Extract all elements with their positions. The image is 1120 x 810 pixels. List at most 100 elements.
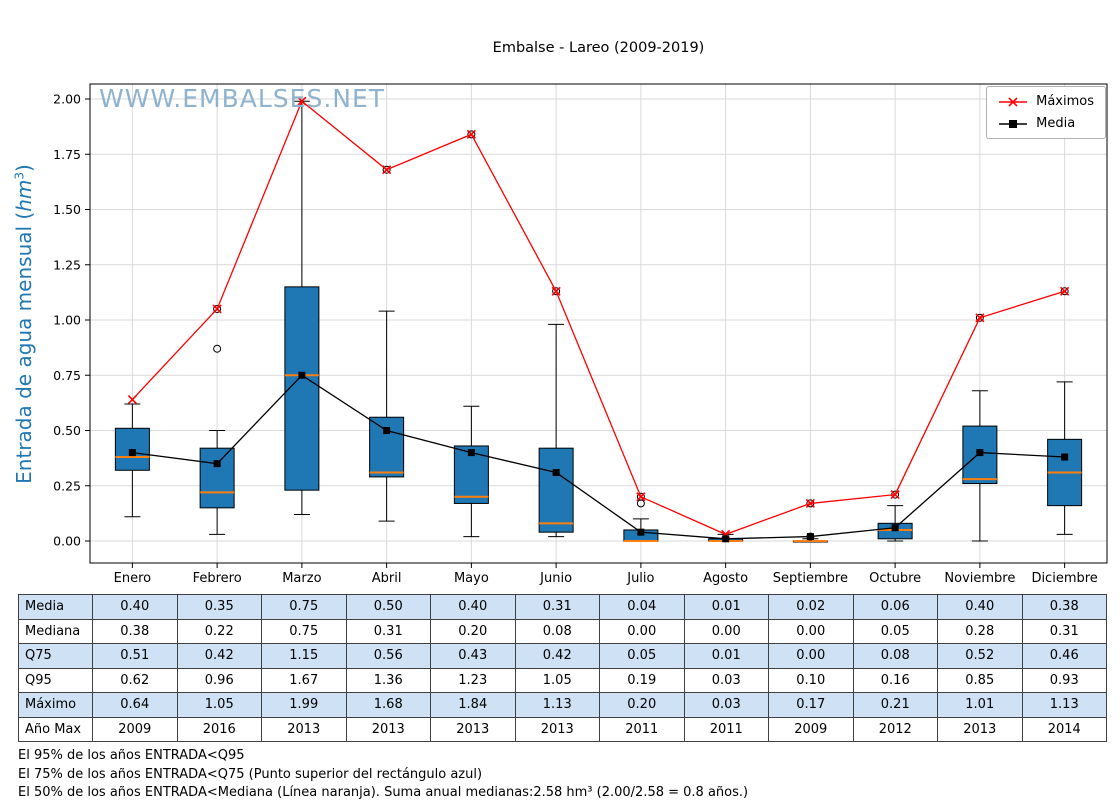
table-cell: 0.08	[514, 618, 600, 644]
table-cell: 2011	[599, 716, 685, 742]
table-cell: 0.08	[852, 643, 938, 669]
x-tick-label: Febrero	[193, 571, 242, 586]
table-row-label: Q95	[18, 667, 93, 693]
table-cell: 0.20	[430, 618, 516, 644]
boxplot-chart: 0.00 0.25 0.50 0.75 1.00 1.25 1.50 1.75 2.00 Ener…	[53, 83, 1108, 586]
table-cell: 0.05	[599, 643, 685, 669]
table-cell: 0.06	[852, 594, 938, 620]
table-row: Mediana 0.38 0.22 0.75 0.31 0.20 0.08 0.00 0.00 0…	[18, 618, 1107, 644]
table-cell: 2013	[261, 716, 347, 742]
table-row-label: Año Max	[18, 716, 93, 742]
y-tick-label: 2.00	[53, 92, 81, 107]
outlier-point	[552, 287, 561, 296]
table-cell: 2016	[176, 716, 262, 742]
media-marker	[1061, 453, 1069, 461]
y-tick-label: 0.25	[53, 478, 81, 493]
table-row-label: Media	[18, 594, 93, 620]
outlier-point	[975, 313, 984, 322]
x-tick-label: Junio	[539, 571, 572, 586]
table-cell: 0.93	[1021, 667, 1107, 693]
table-cell: 2009	[768, 716, 854, 742]
table-cell: 1.68	[345, 692, 431, 718]
x-tick-label: Diciembre	[1031, 571, 1097, 586]
outlier-point	[467, 130, 476, 139]
footnote-q75: El 75% de los años ENTRADA<Q75 (Punto su…	[18, 766, 483, 782]
table-cell: 1.67	[261, 667, 347, 693]
table-cell: 0.42	[176, 643, 262, 669]
table-cell: 2013	[345, 716, 431, 742]
table-cell: 1.84	[430, 692, 516, 718]
table-cell: 0.16	[852, 667, 938, 693]
maximos-marker	[466, 129, 476, 139]
table-row: Máximo 0.64 1.05 1.99 1.68 1.84 1.13 0.20 0.03 0.…	[18, 692, 1107, 718]
media-marker	[976, 449, 984, 457]
y-axis-label: Entrada de agua mensual (hm3)	[12, 164, 36, 484]
legend-label-maximos: Máximos	[1036, 94, 1094, 109]
chart-title: Embalse - Lareo (2009-2019)	[492, 40, 705, 56]
media-marker	[552, 468, 560, 476]
table-cell: 0.40	[937, 594, 1023, 620]
x-tick-label: Marzo	[282, 571, 321, 586]
table-cell: 1.23	[430, 667, 516, 693]
table-row: Media 0.40 0.35 0.75 0.50 0.40 0.31 0.04 0.01 0.0…	[18, 594, 1107, 620]
y-tick-label: 1.00	[53, 313, 81, 328]
media-marker	[891, 524, 899, 532]
table-cell: 1.05	[514, 667, 600, 693]
stats-table: Media 0.40 0.35 0.75 0.50 0.40 0.31 0.04 0.01 0.0…	[18, 594, 1107, 742]
table-cell: 0.17	[768, 692, 854, 718]
table-cell: 2009	[92, 716, 178, 742]
table-cell: 0.52	[937, 643, 1023, 669]
outlier-point	[213, 304, 222, 313]
outlier-point	[213, 344, 222, 353]
maximos-marker	[636, 492, 646, 502]
footnote-q95: El 95% de los años ENTRADA<Q95	[18, 748, 245, 763]
table-cell: 0.10	[768, 667, 854, 693]
y-tick-label: 0.50	[53, 423, 81, 438]
y-tick-label: 0.75	[53, 368, 81, 383]
outlier-point	[382, 165, 391, 174]
media-line	[132, 374, 1065, 540]
table-cell: 1.05	[176, 692, 262, 718]
maximos-marker	[551, 286, 561, 296]
table-row: Año Max 2009 2016 2013 2013 2013 2013 2011 2011 2…	[18, 716, 1107, 742]
boxplot-box	[199, 447, 235, 509]
table-cell: 0.00	[683, 618, 769, 644]
table-cell: 0.01	[683, 643, 769, 669]
legend-item-media: Media	[998, 116, 1094, 131]
media-marker	[213, 460, 221, 468]
media-marker	[128, 449, 136, 457]
table-cell: 0.43	[430, 643, 516, 669]
maximos-marker	[297, 96, 307, 106]
table-cell: 1.99	[261, 692, 347, 718]
table-cell: 2011	[683, 716, 769, 742]
x-tick-label: Abril	[372, 571, 402, 586]
table-cell: 0.75	[261, 594, 347, 620]
watermark: WWW.EMBALSES.NET	[99, 84, 386, 113]
media-marker	[383, 427, 391, 434]
boxplot-box	[538, 447, 574, 533]
table-cell: 0.02	[768, 594, 854, 620]
table-cell: 1.15	[261, 643, 347, 669]
table-cell: 0.46	[1021, 643, 1107, 669]
axes-frame	[89, 83, 1108, 564]
y-tick-label: 0.00	[53, 534, 81, 549]
footnote-mediana: El 50% de los años ENTRADA<Mediana (Líne…	[18, 785, 749, 800]
table-cell: 0.38	[92, 618, 178, 644]
boxplot-box	[284, 286, 320, 491]
media-marker	[722, 535, 730, 543]
y-axis-unit: hm	[12, 179, 36, 212]
boxplot-box	[369, 416, 405, 478]
plot-area	[90, 84, 1107, 563]
table-row-label: Máximo	[18, 692, 93, 718]
table-cell: 0.00	[599, 618, 685, 644]
outlier-point	[636, 492, 645, 501]
media-marker	[806, 533, 814, 541]
table-cell: 0.00	[768, 643, 854, 669]
table-row-label: Q75	[18, 643, 93, 669]
media-marker	[298, 371, 306, 379]
table-cell: 0.21	[852, 692, 938, 718]
table-cell: 0.75	[261, 618, 347, 644]
x-tick-label: Enero	[114, 571, 152, 586]
table-cell: 0.20	[599, 692, 685, 718]
y-axis-label-text: Entrada de agua mensual (	[12, 211, 36, 484]
